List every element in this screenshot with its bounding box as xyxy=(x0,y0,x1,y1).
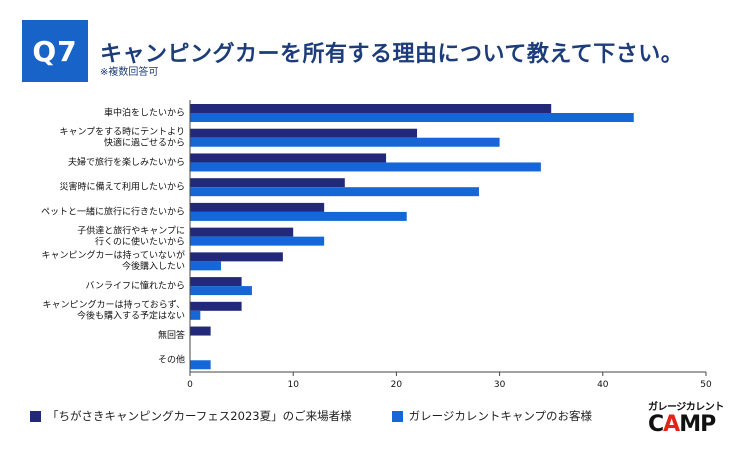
category-label-3: 災害時に備えて利用したいから xyxy=(59,181,185,193)
brand-logo-top-text: ガレージカレント xyxy=(648,402,724,413)
bar-series2-cat-8 xyxy=(190,310,201,320)
bar-series1-cat-1 xyxy=(190,128,418,138)
page-title: キャンピングカーを所有する理由について教えて下さい。 xyxy=(100,42,684,67)
bar-series1-cat-7 xyxy=(190,277,242,287)
category-label-7: バンライフに憧れたから xyxy=(86,279,185,291)
category-label-5: 子供達と旅行やキャンプに行くのに使いたいから xyxy=(77,225,185,248)
category-label-9: 無回答 xyxy=(158,329,185,341)
logo-letter-a: A xyxy=(663,412,680,437)
logo-letters-mp: MP xyxy=(679,412,716,437)
bar-series1-cat-4 xyxy=(190,202,325,212)
bar-series2-cat-4 xyxy=(190,211,407,221)
legend-item-series2: ガレージカレントキャンプのお客様 xyxy=(391,408,593,424)
legend-item-series1: 「ちがさきキャンピングカーフェス2023夏」のご来場者様 xyxy=(30,408,352,424)
bar-series1-cat-2 xyxy=(190,153,387,163)
page-subtitle: ※複数回答可 xyxy=(100,67,159,78)
bar-series2-cat-1 xyxy=(190,137,500,147)
legend-swatch-series2 xyxy=(391,410,403,422)
category-label-6: キャンピングカーは持っていないが今後購入したい xyxy=(41,249,185,272)
bar-series1-cat-8 xyxy=(190,301,242,311)
x-tick-label-1: 10 xyxy=(287,380,299,390)
question-badge: Q7 xyxy=(22,20,88,82)
brand-logo-main-text: CAMP xyxy=(648,413,744,437)
bar-chart: 車中泊をしたいからキャンプをする時にテントより快適に過ごせるから夫婦で旅行を楽し… xyxy=(41,100,712,390)
x-tick-label-3: 30 xyxy=(494,380,506,390)
x-tick-label-5: 50 xyxy=(700,380,712,390)
legend-label-series2: ガレージカレントキャンプのお客様 xyxy=(408,409,593,423)
category-label-2: 夫婦で旅行を楽しみたいから xyxy=(68,156,185,168)
bar-series1-cat-6 xyxy=(190,252,283,262)
chart-legend: 「ちがさきキャンピングカーフェス2023夏」のご来場者様 ガレージカレントキャン… xyxy=(30,408,632,424)
legend-swatch-series1 xyxy=(30,410,41,422)
bar-series1-cat-0 xyxy=(190,104,552,113)
category-label-10: その他 xyxy=(158,354,185,366)
bar-series2-cat-5 xyxy=(190,236,325,246)
category-label-1: キャンプをする時にテントより快適に過ごせるから xyxy=(59,127,185,149)
bar-series1-cat-3 xyxy=(190,178,345,188)
bar-series2-cat-6 xyxy=(190,261,221,271)
x-tick-label-2: 20 xyxy=(391,380,403,390)
x-tick-label-4: 40 xyxy=(597,380,609,390)
bar-series2-cat-0 xyxy=(190,113,634,122)
bar-series2-cat-7 xyxy=(190,286,252,296)
logo-letter-c: C xyxy=(648,412,664,437)
bar-series2-cat-10 xyxy=(190,360,211,370)
category-label-8: キャンピングカーは持っておらず、今後も購入する予定はない xyxy=(43,299,185,322)
bar-series2-cat-2 xyxy=(190,162,541,172)
bar-series2-cat-3 xyxy=(190,187,479,197)
legend-label-series1: 「ちがさきキャンピングカーフェス2023夏」のご来場者様 xyxy=(47,409,352,423)
category-label-4: ペットと一緒に旅行に行きたいから xyxy=(41,205,185,217)
bar-series1-cat-9 xyxy=(190,326,211,336)
x-tick-label-0: 0 xyxy=(187,380,193,390)
category-label-0: 車中泊をしたいから xyxy=(104,106,185,118)
bar-series1-cat-5 xyxy=(190,227,294,237)
brand-logo: ガレージカレント CAMP xyxy=(648,398,744,442)
